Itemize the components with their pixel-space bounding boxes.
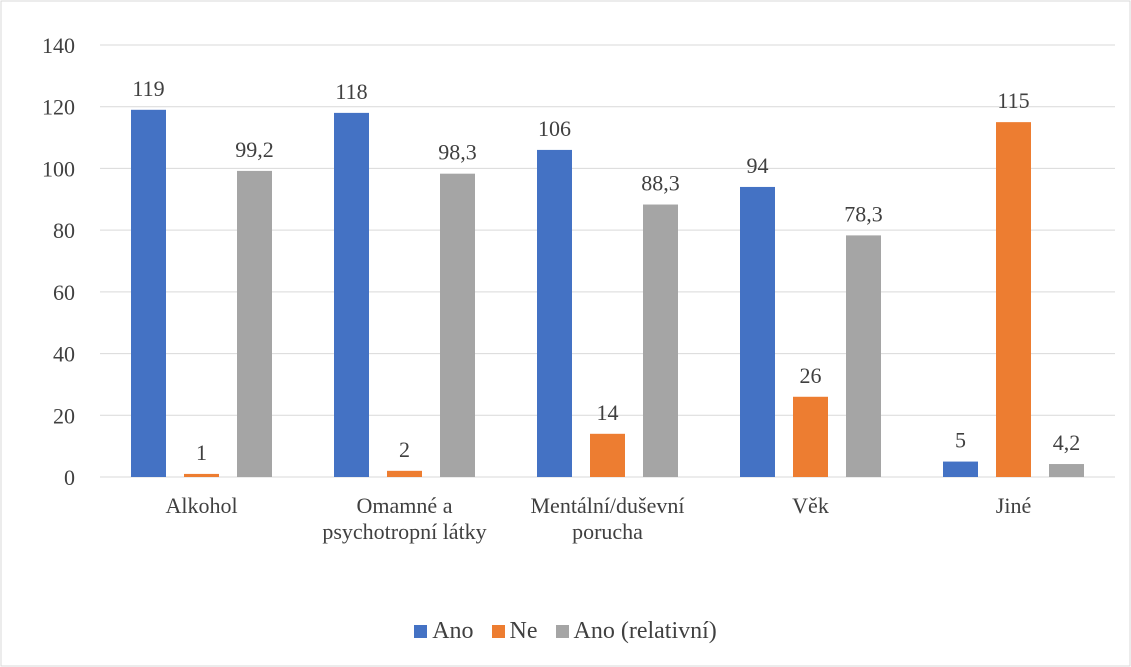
data-label: 94 <box>747 153 769 178</box>
bar <box>537 149 572 477</box>
data-label: 115 <box>997 88 1029 113</box>
bar <box>237 170 272 477</box>
x-tick-label: Omamné a psychotropní látky <box>322 493 487 544</box>
legend-swatch <box>414 625 428 638</box>
legend-swatch <box>491 625 505 638</box>
x-tick-label: Mentální/duševní porucha <box>530 493 685 544</box>
x-tick-label: Jiné <box>995 493 1032 518</box>
x-tick-label: Věk <box>792 493 829 518</box>
legend-item: Ano <box>414 618 474 645</box>
y-tick-label: 40 <box>53 342 75 367</box>
data-label: 2 <box>399 437 410 462</box>
y-tick-label: 100 <box>42 156 75 181</box>
y-tick-label: 0 <box>64 465 75 490</box>
bar <box>740 186 775 477</box>
data-label: 88,3 <box>641 171 680 196</box>
bar <box>943 461 978 477</box>
data-label: 4,2 <box>1053 430 1081 455</box>
y-tick-label: 60 <box>53 280 75 305</box>
bar <box>440 173 475 477</box>
bar <box>996 122 1031 478</box>
bar <box>131 109 166 478</box>
y-tick-label: 140 <box>42 33 75 58</box>
bar <box>643 204 678 477</box>
bar <box>184 473 219 477</box>
data-label: 106 <box>538 116 571 141</box>
data-label: 98,3 <box>438 140 477 165</box>
legend-label: Ano <box>432 618 474 644</box>
bar <box>387 470 422 477</box>
data-label: 118 <box>335 79 367 104</box>
data-label: 14 <box>597 400 619 425</box>
data-label: 1 <box>196 440 207 465</box>
bar <box>793 396 828 477</box>
data-label: 119 <box>132 76 164 101</box>
bar <box>846 235 881 477</box>
y-tick-label: 120 <box>42 95 75 120</box>
bar <box>334 112 369 477</box>
y-tick-label: 20 <box>53 403 75 428</box>
legend-label: Ano (relativní) <box>573 618 717 644</box>
x-tick-label: Alkohol <box>165 493 238 518</box>
legend: Ano Ne Ano (relativní) <box>0 618 1131 645</box>
legend-item: Ano (relativní) <box>555 618 717 645</box>
data-label: 5 <box>955 428 966 453</box>
data-label: 99,2 <box>235 137 274 162</box>
data-label: 26 <box>800 363 822 388</box>
legend-item: Ne <box>491 618 538 645</box>
data-label: 78,3 <box>844 201 883 226</box>
bar <box>1049 464 1084 477</box>
y-tick-label: 80 <box>53 218 75 243</box>
bar <box>590 433 625 477</box>
legend-label: Ne <box>509 618 538 644</box>
legend-swatch <box>555 625 569 638</box>
